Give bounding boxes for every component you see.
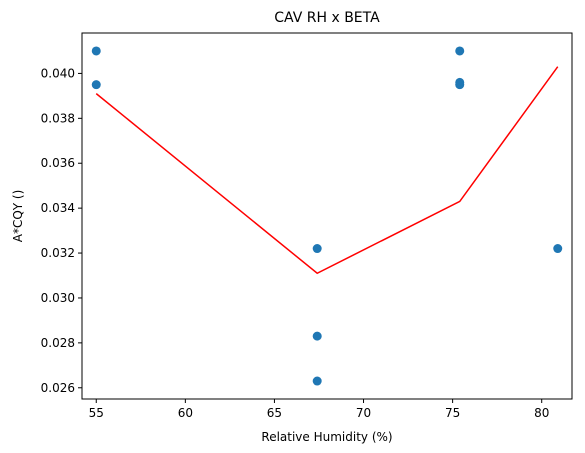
y-tick-label: 0.026 [41, 381, 75, 395]
y-tick-label: 0.040 [41, 66, 75, 80]
data-point [312, 376, 322, 386]
data-point [312, 244, 322, 254]
x-tick-label: 70 [356, 406, 371, 420]
y-tick-label: 0.036 [41, 156, 75, 170]
series-layer [91, 46, 563, 386]
x-axis: 55 60 65 70 75 80 [89, 399, 549, 420]
y-tick-label: 0.038 [41, 111, 75, 125]
data-point [91, 80, 101, 90]
x-tick-label: 60 [178, 406, 193, 420]
y-tick-label: 0.030 [41, 291, 75, 305]
data-point [312, 331, 322, 341]
data-point [553, 244, 563, 254]
x-tick-label: 80 [534, 406, 549, 420]
data-point [91, 46, 101, 56]
y-axis: 0.026 0.028 0.030 0.032 0.034 0.036 0.038 0.040 [41, 66, 82, 395]
y-tick-label: 0.032 [41, 246, 75, 260]
y-tick-label: 0.034 [41, 201, 75, 215]
chart-title: CAV RH x BETA [274, 10, 380, 26]
y-axis-label: A*CQY () [11, 190, 25, 243]
x-tick-label: 65 [267, 406, 282, 420]
fit-line [95, 66, 559, 275]
x-tick-label: 55 [89, 406, 104, 420]
y-tick-label: 0.028 [41, 336, 75, 350]
x-axis-label: Relative Humidity (%) [261, 430, 392, 444]
data-point [455, 80, 465, 90]
data-point [455, 46, 465, 56]
plot-frame [81, 32, 573, 400]
x-tick-label: 75 [445, 406, 460, 420]
